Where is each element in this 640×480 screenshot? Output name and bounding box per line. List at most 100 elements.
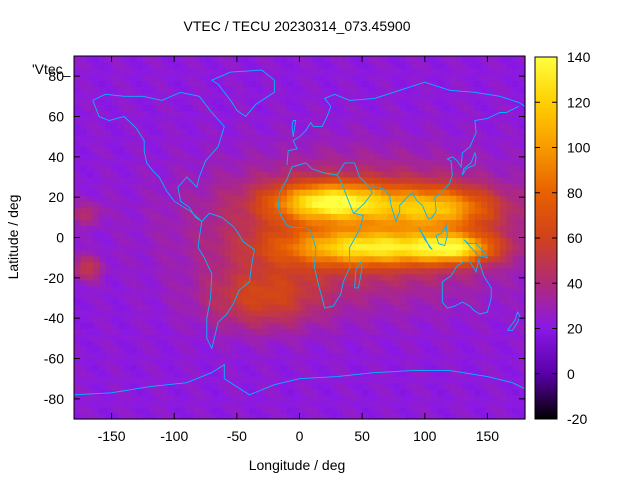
heatmap-cell bbox=[512, 412, 520, 420]
heatmap-cell bbox=[280, 140, 288, 148]
heatmap-cell bbox=[124, 376, 131, 384]
heatmap-cell bbox=[80, 128, 88, 136]
heatmap-cell bbox=[393, 195, 401, 202]
heatmap-cell bbox=[399, 412, 407, 420]
heatmap-cell bbox=[92, 146, 100, 154]
heatmap-cell bbox=[105, 298, 113, 305]
heatmap-cell bbox=[205, 322, 213, 329]
heatmap-cell bbox=[456, 400, 463, 408]
heatmap-cell bbox=[343, 328, 351, 335]
heatmap-cell bbox=[161, 310, 169, 317]
heatmap-cell bbox=[518, 62, 526, 69]
heatmap-cell bbox=[274, 279, 282, 287]
heatmap-cell bbox=[506, 92, 514, 99]
heatmap-cell bbox=[343, 116, 351, 124]
heatmap-cell bbox=[431, 358, 438, 366]
heatmap-cell bbox=[293, 92, 301, 99]
heatmap-cell bbox=[512, 267, 520, 275]
heatmap-cell bbox=[86, 328, 94, 335]
heatmap-cell bbox=[374, 140, 382, 148]
heatmap-cell bbox=[149, 394, 157, 402]
heatmap-cell bbox=[374, 158, 382, 166]
heatmap-cell bbox=[349, 394, 357, 402]
heatmap-cell bbox=[474, 219, 482, 226]
heatmap-cell bbox=[224, 116, 232, 124]
heatmap-cell bbox=[149, 86, 157, 93]
heatmap-cell bbox=[142, 122, 150, 130]
heatmap-cell bbox=[230, 98, 238, 105]
heatmap-cell bbox=[142, 304, 150, 311]
heatmap-cell bbox=[230, 400, 238, 408]
heatmap-cell bbox=[74, 189, 81, 196]
heatmap-cell bbox=[418, 346, 426, 354]
heatmap-cell bbox=[136, 189, 144, 196]
heatmap-cell bbox=[424, 104, 432, 112]
heatmap-cell bbox=[230, 158, 238, 166]
heatmap-cell bbox=[368, 382, 376, 390]
heatmap-cell bbox=[255, 358, 263, 366]
heatmap-cell bbox=[92, 231, 100, 239]
heatmap-cell bbox=[374, 189, 382, 196]
heatmap-cell bbox=[261, 195, 269, 202]
heatmap-cell bbox=[80, 104, 88, 112]
heatmap-cell bbox=[142, 98, 150, 105]
heatmap-cell bbox=[399, 195, 407, 202]
heatmap-cell bbox=[355, 140, 363, 148]
heatmap-cell bbox=[374, 346, 382, 354]
heatmap-cell bbox=[318, 237, 326, 245]
heatmap-cell bbox=[487, 310, 495, 317]
heatmap-cell bbox=[80, 110, 88, 118]
heatmap-cell bbox=[117, 261, 125, 269]
heatmap-cell bbox=[124, 80, 131, 87]
heatmap-cell bbox=[474, 207, 482, 214]
heatmap-cell bbox=[368, 116, 376, 124]
heatmap-cell bbox=[255, 86, 263, 93]
heatmap-cell bbox=[286, 74, 294, 81]
heatmap-cell bbox=[180, 406, 188, 414]
heatmap-cell bbox=[512, 346, 520, 354]
heatmap-cell bbox=[161, 134, 169, 142]
heatmap-cell bbox=[199, 328, 207, 335]
heatmap-cell bbox=[412, 146, 420, 154]
heatmap-cell bbox=[86, 231, 94, 239]
heatmap-cell bbox=[243, 104, 250, 112]
heatmap-cell bbox=[193, 170, 200, 178]
heatmap-cell bbox=[318, 213, 326, 220]
heatmap-cell bbox=[224, 370, 232, 378]
heatmap-cell bbox=[211, 164, 219, 172]
heatmap-cell bbox=[167, 158, 175, 166]
heatmap-cell bbox=[305, 86, 313, 93]
heatmap-cell bbox=[74, 279, 81, 287]
heatmap-cell bbox=[456, 158, 463, 166]
heatmap-cell bbox=[117, 128, 125, 136]
heatmap-cell bbox=[293, 86, 301, 93]
heatmap-cell bbox=[155, 370, 163, 378]
heatmap-cell bbox=[349, 195, 357, 202]
heatmap-cell bbox=[337, 104, 344, 112]
heatmap-cell bbox=[337, 189, 344, 196]
heatmap-cell bbox=[349, 388, 357, 396]
heatmap-cell bbox=[368, 346, 376, 354]
heatmap-cell bbox=[349, 189, 357, 196]
heatmap-cell bbox=[399, 310, 407, 317]
heatmap-cell bbox=[493, 291, 501, 299]
heatmap-cell bbox=[286, 334, 294, 341]
heatmap-cell bbox=[243, 255, 250, 263]
heatmap-cell bbox=[167, 322, 175, 329]
heatmap-cell bbox=[174, 116, 182, 124]
heatmap-cell bbox=[130, 128, 138, 136]
heatmap-cell bbox=[86, 98, 94, 105]
heatmap-cell bbox=[481, 128, 489, 136]
heatmap-cell bbox=[506, 279, 514, 287]
heatmap-cell bbox=[99, 364, 106, 372]
heatmap-cell bbox=[368, 62, 376, 69]
heatmap-cell bbox=[124, 62, 131, 69]
heatmap-cell bbox=[236, 304, 244, 311]
heatmap-cell bbox=[499, 370, 507, 378]
heatmap-cell bbox=[437, 358, 445, 366]
heatmap-cell bbox=[161, 164, 169, 172]
heatmap-cell bbox=[468, 128, 476, 136]
heatmap-cell bbox=[443, 207, 451, 214]
heatmap-cell bbox=[349, 316, 357, 323]
heatmap-cell bbox=[412, 406, 420, 414]
